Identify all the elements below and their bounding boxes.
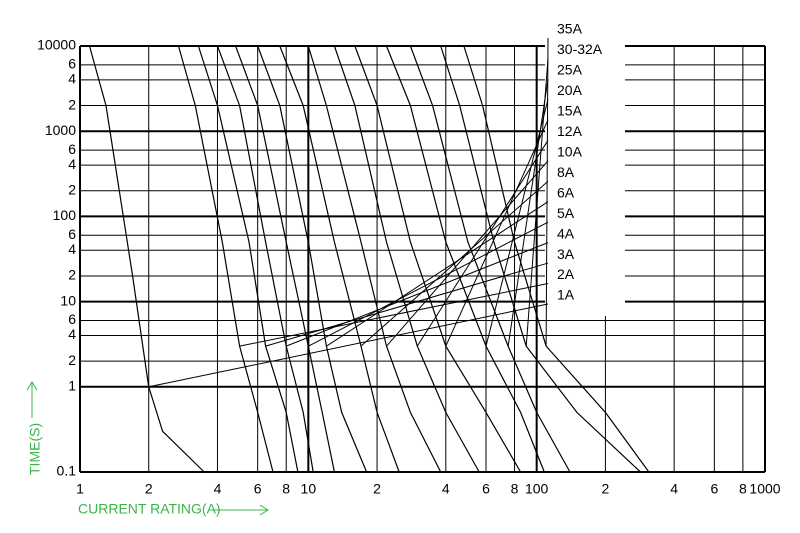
x-tick-label: 2	[145, 481, 153, 497]
y-tick-label: 6	[68, 141, 76, 157]
y-axis-arrow	[26, 381, 38, 418]
leader-line	[308, 221, 549, 347]
legend-label: 15A	[557, 103, 583, 119]
y-tick-label: 6	[68, 56, 76, 72]
leader-line	[265, 262, 549, 347]
fuse-curve	[235, 45, 335, 473]
x-tick-label: 4	[214, 481, 222, 497]
fuse-curve	[307, 45, 442, 473]
fuse-curve	[385, 45, 545, 473]
x-tick-label: 1	[76, 481, 84, 497]
legend-label: 5A	[557, 205, 575, 221]
y-tick-label: 6	[68, 226, 76, 242]
y-tick-label: 10000	[37, 37, 76, 53]
y-tick-label: 2	[68, 352, 76, 368]
y-tick-label: 4	[68, 326, 76, 342]
y-tick-label: 2	[68, 96, 76, 112]
x-tick-label: 10	[301, 481, 317, 497]
x-tick-label: 6	[710, 481, 718, 497]
fuse-curve	[88, 45, 205, 473]
legend-label: 30-32A	[557, 41, 603, 57]
fuse-curve	[197, 45, 299, 473]
fuse-curve	[257, 45, 368, 473]
x-tick-label: 2	[373, 481, 381, 497]
x-tick-label: 4	[670, 481, 678, 497]
y-tick-label: 1000	[45, 122, 76, 138]
legend-label: 20A	[557, 82, 583, 98]
y-tick-label: 6	[68, 311, 76, 327]
y-tick-label: 4	[68, 156, 76, 172]
y-axis-label: TIME(S)	[27, 423, 43, 475]
legend-label: 35A	[557, 21, 583, 37]
leader-line	[545, 37, 549, 347]
leader-line	[386, 160, 549, 347]
x-tick-label: 2	[602, 481, 610, 497]
label-panel	[545, 18, 625, 316]
leader-line	[148, 303, 549, 388]
fuse-curve	[216, 45, 314, 473]
fuse-curve	[279, 45, 400, 473]
x-tick-label: 6	[482, 481, 490, 497]
leader-line	[485, 99, 549, 347]
x-tick-label: 6	[254, 481, 262, 497]
legend-label: 8A	[557, 164, 575, 180]
legend-label: 12A	[557, 123, 583, 139]
legend-label: 4A	[557, 225, 575, 241]
x-tick-label: 1000	[749, 481, 780, 497]
leader-line	[507, 78, 549, 347]
fuse-curve	[354, 45, 522, 473]
x-tick-label: 8	[511, 481, 519, 497]
leader-line	[286, 242, 549, 347]
leader-line	[445, 119, 549, 347]
x-axis-label: CURRENT RATING(A)	[78, 501, 221, 517]
legend-label: 6A	[557, 184, 575, 200]
legend-label: 25A	[557, 62, 583, 78]
y-tick-label: 100	[53, 207, 77, 223]
y-tick-label: 2	[68, 267, 76, 283]
legend-label: 3A	[557, 246, 575, 262]
y-tick-label: 2	[68, 181, 76, 197]
fuse-curve	[177, 45, 274, 473]
fuse-curve	[409, 45, 571, 473]
x-tick-label: 100	[525, 481, 549, 497]
legend-label: 10A	[557, 143, 583, 159]
leader-line	[239, 283, 549, 347]
y-tick-label: 4	[68, 71, 76, 87]
legend-label: 2A	[557, 266, 575, 282]
y-tick-label: 0.1	[57, 463, 77, 479]
fuse-curve	[333, 45, 480, 473]
y-tick-label: 4	[68, 241, 76, 257]
y-tick-label: 10	[60, 292, 76, 308]
x-axis-arrow	[214, 504, 269, 516]
fuse-curve	[440, 45, 641, 473]
legend-label: 1A	[557, 287, 575, 303]
leader-line	[416, 140, 549, 347]
leader-line	[360, 180, 549, 347]
x-tick-label: 8	[282, 481, 290, 497]
leader-line	[326, 201, 549, 347]
x-tick-label: 4	[442, 481, 450, 497]
x-tick-label: 8	[739, 481, 747, 497]
y-tick-label: 1	[68, 378, 76, 394]
